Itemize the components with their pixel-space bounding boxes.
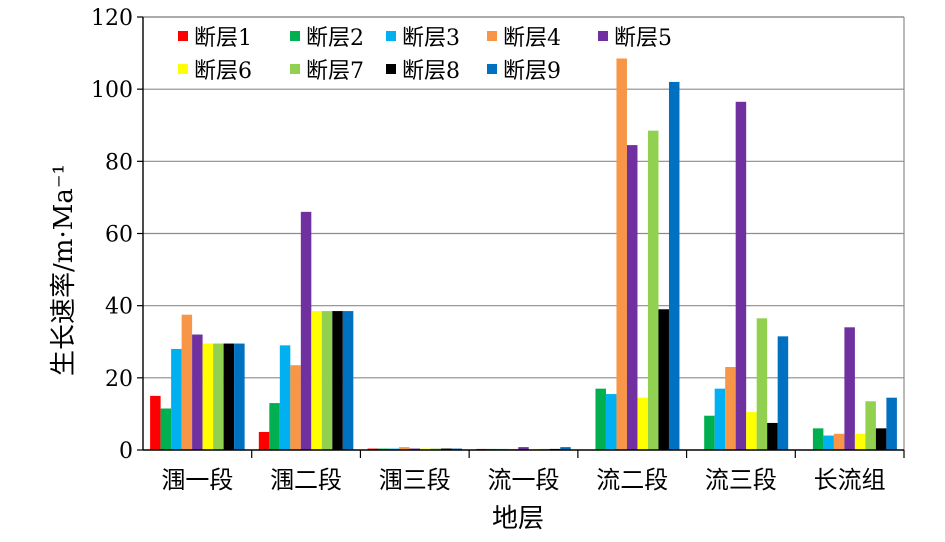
bar — [647, 130, 659, 450]
x-tick-label: 流二段 — [596, 466, 668, 494]
bar — [518, 447, 529, 450]
legend-label: 断层5 — [614, 26, 672, 51]
x-tick-label: 涠三段 — [379, 466, 451, 494]
legend-label: 断层1 — [194, 26, 252, 51]
y-axis-title: 生长速率/m·Ma⁻¹ — [49, 164, 79, 376]
bar — [865, 401, 876, 450]
bar — [704, 415, 715, 450]
y-tick-label: 100 — [91, 78, 133, 103]
bar — [595, 388, 606, 450]
bar — [441, 448, 452, 450]
y-tick-label: 80 — [105, 150, 133, 175]
bar — [332, 311, 343, 450]
axes: 0 20 40 60 80 100 120 涠一段 涠二段 涠三段 流一段 流二段 流三段 长流组 — [91, 6, 905, 494]
x-tick-label: 流三段 — [705, 466, 777, 494]
bar — [321, 311, 333, 450]
bar — [181, 314, 193, 450]
bar — [430, 448, 442, 450]
bar — [725, 367, 736, 450]
bar — [823, 435, 834, 450]
bar — [767, 422, 778, 450]
bar — [150, 395, 161, 450]
legend-swatch — [290, 64, 300, 74]
bar — [875, 428, 887, 450]
legend-label: 断层4 — [503, 26, 561, 51]
bar — [388, 448, 400, 450]
legend-swatch — [487, 64, 497, 74]
y-tick-label: 120 — [91, 6, 133, 31]
x-axis-title: 地层 — [492, 504, 544, 534]
legend-swatch — [178, 64, 188, 74]
bar — [223, 343, 235, 450]
x-tick-label: 长流组 — [814, 466, 886, 494]
legend-swatch — [178, 31, 188, 41]
legend-label: 断层8 — [402, 59, 460, 84]
legend-label: 断层9 — [503, 59, 561, 84]
bar — [409, 448, 421, 450]
x-tick-label: 涠一段 — [161, 466, 233, 494]
legend-swatch — [386, 31, 396, 41]
bar — [367, 448, 379, 450]
legend-label: 断层3 — [402, 26, 460, 51]
bar — [342, 311, 354, 450]
x-tick-label: 流一段 — [488, 466, 560, 494]
bar — [777, 336, 789, 450]
bar — [420, 448, 431, 450]
legend-label: 断层6 — [194, 59, 252, 84]
bar — [171, 348, 182, 450]
bar — [290, 365, 301, 450]
y-tick-label: 40 — [105, 295, 133, 320]
x-tick-label: 涠二段 — [270, 466, 342, 494]
bar — [605, 394, 617, 450]
y-tick-label: 60 — [105, 223, 133, 248]
bar — [714, 388, 726, 450]
legend-swatch — [487, 31, 497, 41]
bar — [668, 81, 680, 450]
legend-swatch — [598, 31, 608, 41]
legend-label: 断层7 — [306, 59, 364, 84]
bar — [311, 311, 322, 450]
bar — [399, 447, 410, 450]
bar — [637, 397, 648, 450]
bar — [279, 345, 291, 450]
bar — [192, 334, 203, 450]
bar — [258, 431, 270, 450]
legend: 断层1 断层2 断层3 断层4 断层5 断层6 断层7 断层8 断层9 — [178, 26, 672, 84]
y-tick-label: 20 — [105, 367, 133, 392]
bar — [886, 397, 897, 450]
y-tick-label: 0 — [119, 439, 133, 464]
bar — [854, 433, 866, 450]
bar — [746, 412, 757, 450]
bar — [626, 145, 638, 451]
bar — [735, 101, 747, 450]
bar — [202, 343, 214, 450]
bar — [213, 343, 224, 450]
bar — [658, 309, 669, 450]
bar — [160, 408, 172, 450]
bars — [150, 58, 897, 451]
bar — [300, 211, 312, 450]
bar — [616, 58, 627, 450]
bar — [812, 428, 824, 450]
bar — [378, 448, 389, 450]
bar — [451, 448, 463, 450]
legend-label: 断层2 — [306, 26, 364, 51]
legend-swatch — [290, 31, 300, 41]
bar — [269, 403, 280, 450]
bar — [560, 447, 571, 450]
bar — [234, 343, 245, 450]
bar — [833, 433, 845, 450]
bar — [756, 318, 768, 450]
legend-swatch — [386, 64, 396, 74]
bar — [844, 327, 855, 450]
gridlines — [143, 16, 905, 450]
